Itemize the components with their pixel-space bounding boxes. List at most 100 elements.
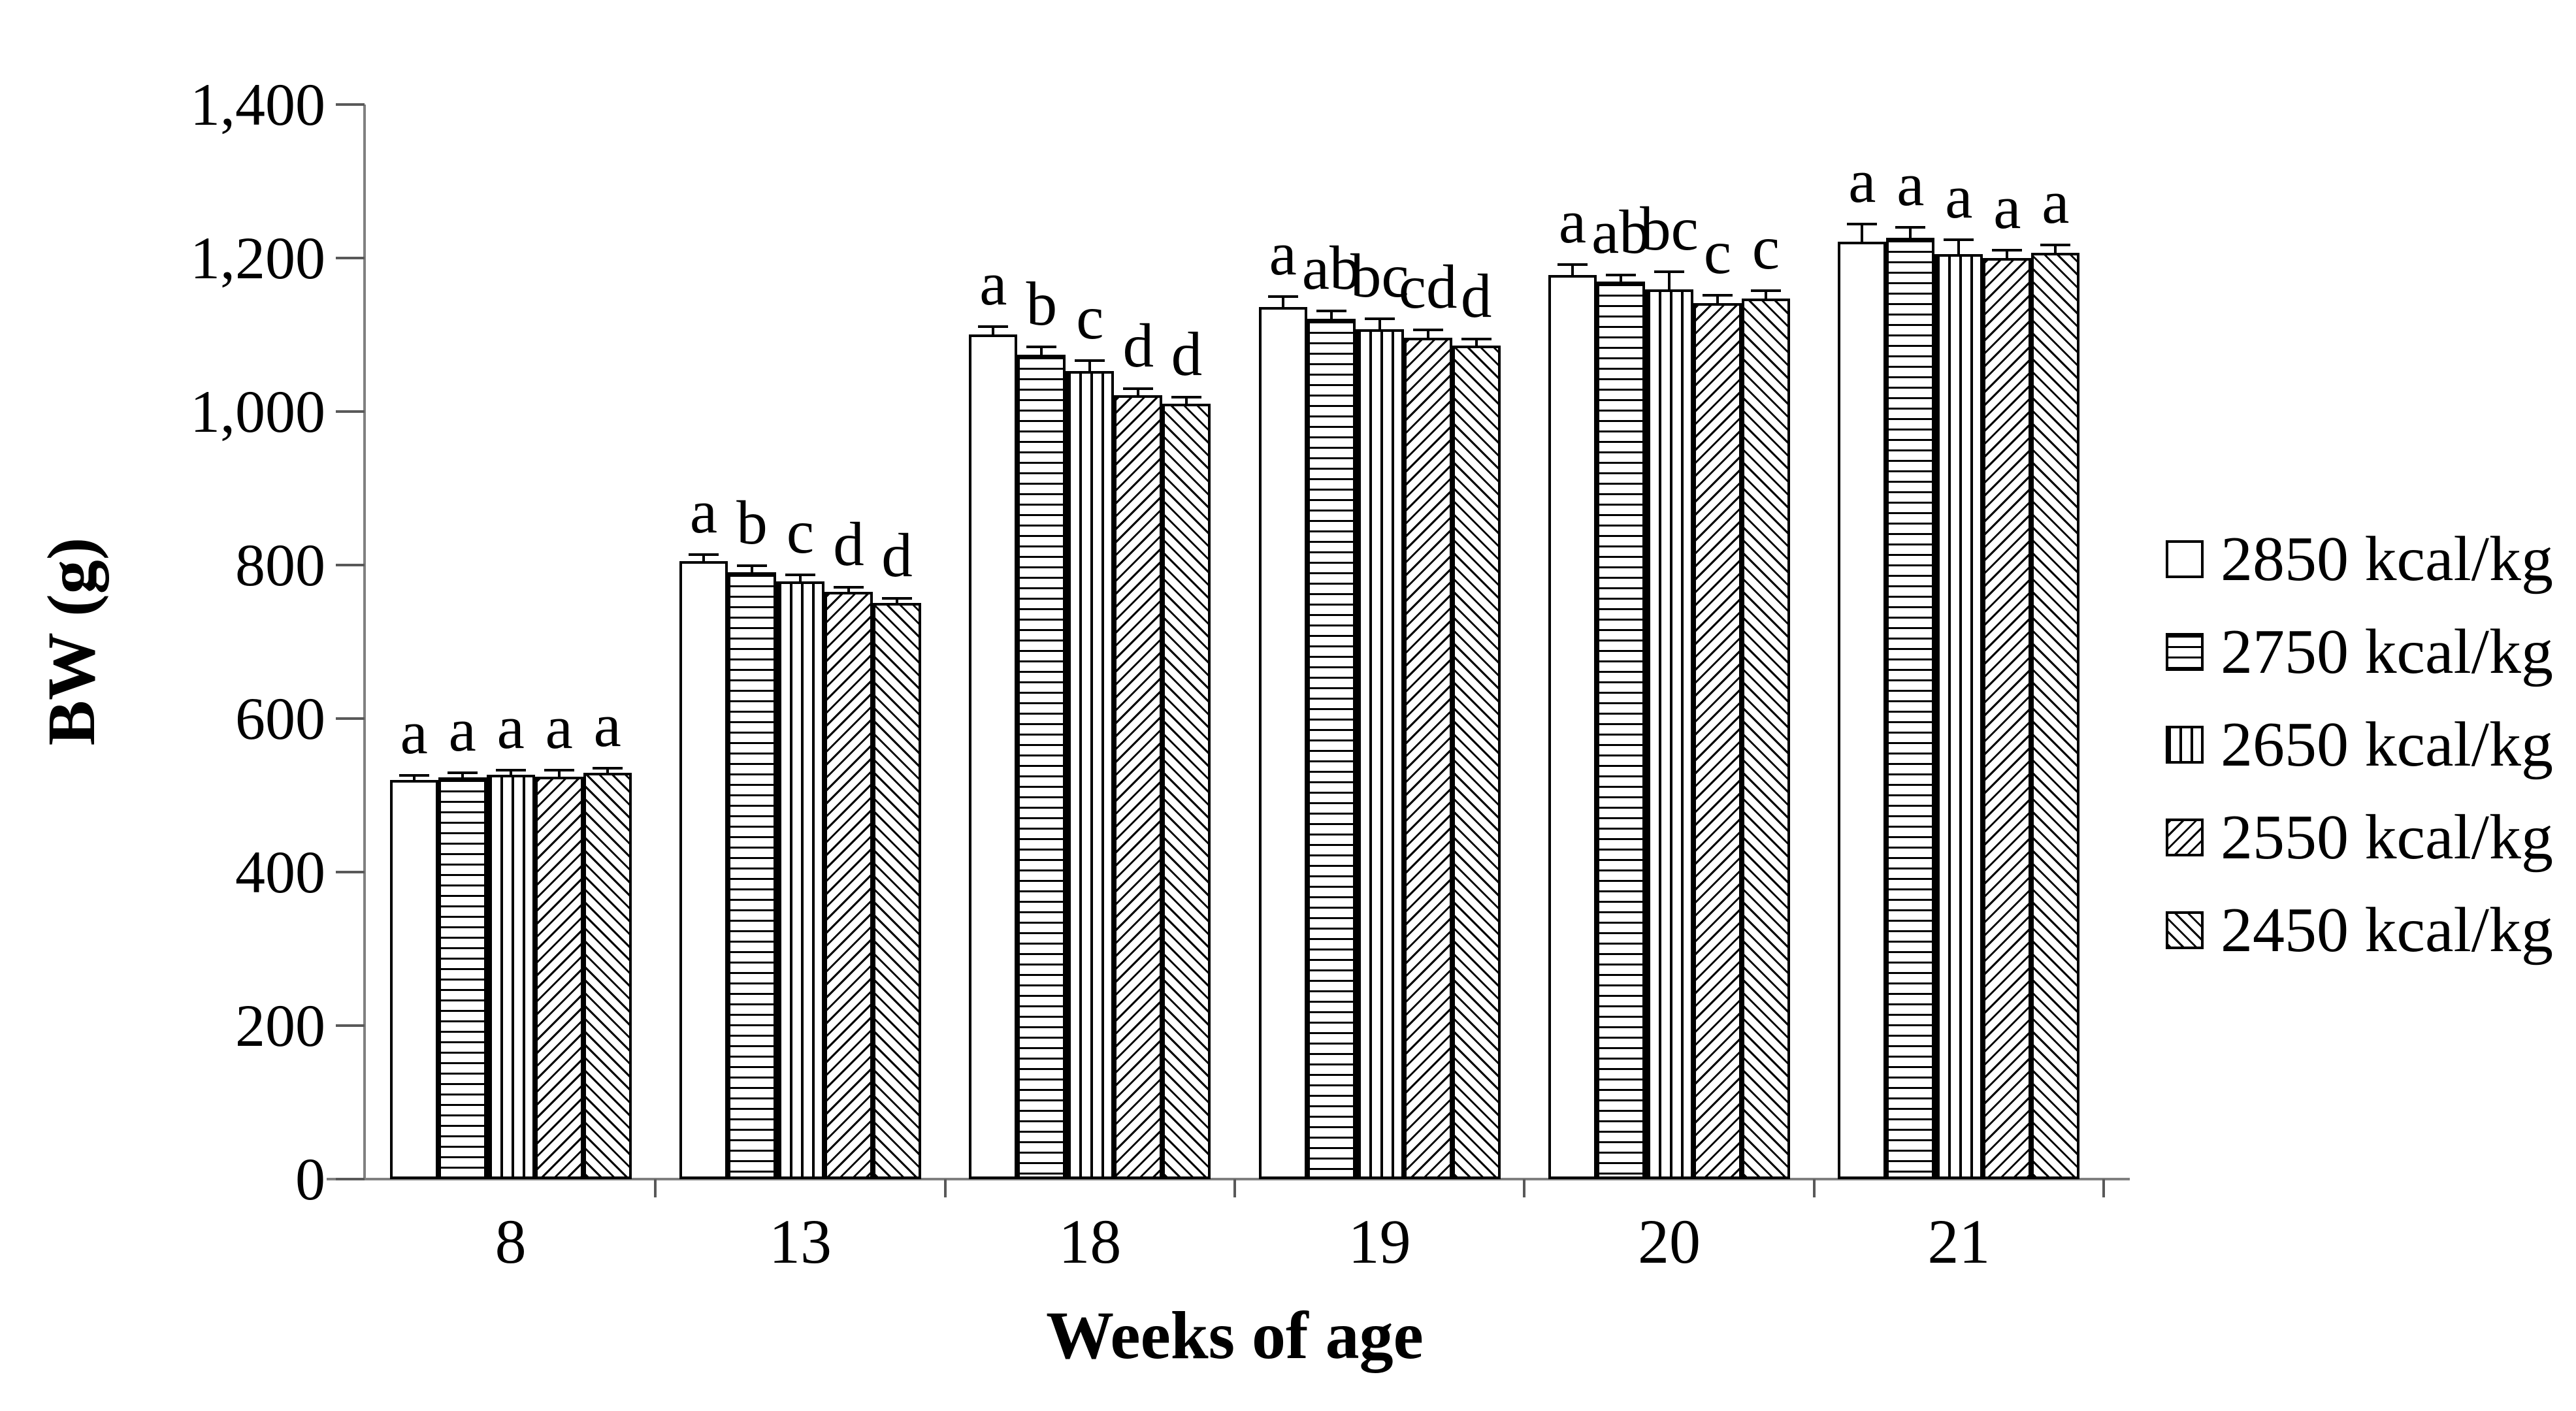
error-bar-cap — [1412, 329, 1443, 331]
bar-week8-2750 — [438, 777, 487, 1179]
error-bar-cap — [1654, 270, 1684, 273]
error-bar-cap — [1751, 289, 1781, 292]
y-axis-tick — [336, 103, 365, 106]
error-bar-stem — [799, 574, 802, 581]
error-bar — [1992, 249, 2023, 258]
error-bar-cap — [1364, 317, 1395, 320]
legend-item: 2450 kcal/kg — [2166, 890, 2553, 970]
bar-week13-2550 — [824, 592, 873, 1179]
error-bar-cap — [1557, 263, 1588, 266]
significance-letter: ab — [1301, 233, 1361, 302]
y-axis-tick-label: 1,200 — [190, 225, 325, 291]
significance-letter: b — [1026, 269, 1058, 338]
error-bar-stem — [1909, 226, 1912, 238]
bar-week21-2550 — [1983, 258, 2032, 1179]
legend-item: 2550 kcal/kg — [2166, 798, 2553, 877]
error-bar — [1412, 329, 1443, 338]
bar-week21-2450 — [2031, 253, 2080, 1179]
y-axis-tick-label: 1,400 — [190, 71, 325, 138]
error-bar — [1606, 274, 1636, 282]
error-bar — [1557, 263, 1588, 275]
bar-week19-2550 — [1403, 338, 1452, 1179]
error-bar-stem — [1137, 387, 1140, 395]
error-bar-cap — [689, 553, 719, 556]
error-bar — [1703, 294, 1733, 303]
significance-letter: d — [833, 510, 864, 579]
error-bar-stem — [1088, 359, 1092, 371]
x-axis-tick — [654, 1179, 657, 1197]
error-bar-cap — [882, 597, 912, 600]
error-bar — [834, 586, 864, 592]
bar-week20-2750 — [1597, 282, 1645, 1179]
error-bar — [1171, 396, 1202, 404]
bar-week20-2550 — [1693, 303, 1742, 1179]
error-bar-cap — [1703, 294, 1733, 297]
y-axis-tick-label: 600 — [235, 685, 325, 752]
error-bar-cap — [1847, 223, 1878, 225]
error-bar-cap — [592, 767, 623, 770]
error-bar-stem — [847, 586, 850, 592]
legend-label: 2550 kcal/kg — [2221, 802, 2553, 873]
bar-week18-2550 — [1114, 395, 1163, 1179]
error-bar — [1075, 359, 1105, 371]
error-bar-cap — [1026, 346, 1057, 348]
bar-week20-2850 — [1548, 275, 1597, 1179]
error-bar — [1847, 223, 1878, 242]
error-bar — [1895, 226, 1926, 238]
error-bar-stem — [1040, 346, 1043, 355]
error-bar-cap — [785, 574, 815, 576]
significance-letter: c — [1703, 218, 1732, 287]
x-axis-tick — [2102, 1179, 2105, 1197]
bar-week20-2650 — [1645, 289, 1693, 1179]
significance-letter: c — [1752, 213, 1780, 282]
legend-item: 2650 kcal/kg — [2166, 705, 2553, 785]
significance-letter: a — [1945, 162, 1973, 231]
significance-letter: a — [545, 692, 573, 762]
error-bar-stem — [1329, 310, 1333, 319]
error-bar-cap — [737, 564, 767, 567]
error-bar-stem — [896, 597, 898, 603]
significance-letter: ab — [1591, 197, 1650, 267]
error-bar-stem — [702, 553, 705, 561]
legend-item: 2850 kcal/kg — [2166, 519, 2553, 599]
significance-letter: c — [1076, 283, 1104, 352]
error-bar-stem — [1185, 396, 1188, 404]
error-bar-cap — [1895, 226, 1926, 229]
error-bar — [1026, 346, 1057, 355]
error-bar-stem — [509, 769, 512, 775]
x-axis-category-label: 19 — [1348, 1207, 1411, 1276]
y-axis-tick — [336, 257, 365, 259]
significance-letter: a — [1269, 219, 1297, 288]
error-bar — [689, 553, 719, 561]
error-bar-cap — [2040, 244, 2071, 246]
error-bar-cap — [1944, 238, 1974, 241]
significance-letter: bc — [1350, 241, 1409, 310]
x-axis-tick — [1523, 1179, 1526, 1197]
y-axis-tick — [336, 564, 365, 566]
bar-week19-2650 — [1355, 329, 1404, 1179]
error-bar — [2040, 244, 2071, 253]
error-bar — [1461, 338, 1492, 346]
legend-swatch-diagonal-down — [2166, 911, 2204, 949]
significance-letter: c — [786, 497, 815, 566]
error-bar-stem — [1716, 294, 1719, 303]
legend-label: 2450 kcal/kg — [2221, 895, 2553, 965]
bar-week13-2850 — [679, 561, 728, 1179]
x-axis-tick — [943, 1179, 947, 1197]
error-bar-stem — [1765, 289, 1767, 299]
error-bar — [495, 769, 526, 775]
error-bar-stem — [1571, 263, 1574, 275]
y-axis-tick — [336, 1024, 365, 1027]
error-bar-cap — [1123, 387, 1154, 390]
error-bar — [1123, 387, 1154, 395]
legend-label: 2650 kcal/kg — [2221, 709, 2553, 780]
bar-week19-2450 — [1452, 346, 1501, 1179]
error-bar-cap — [978, 325, 1009, 328]
significance-letter: a — [1848, 146, 1876, 216]
error-bar-cap — [447, 771, 478, 774]
significance-letter: a — [2042, 167, 2070, 236]
error-bar-stem — [1378, 317, 1381, 329]
error-bar-stem — [1426, 329, 1429, 338]
significance-letter: b — [736, 488, 768, 557]
y-axis-tick — [336, 410, 365, 413]
